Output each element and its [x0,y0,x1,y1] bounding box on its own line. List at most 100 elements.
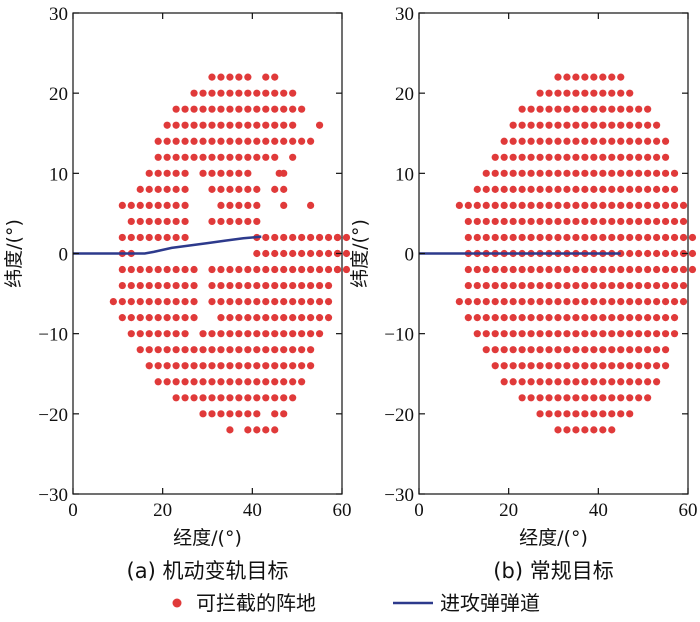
position-point [536,105,544,113]
position-point [289,105,297,113]
position-point [608,346,616,354]
position-point [608,73,616,81]
position-point [226,185,234,193]
position-point [599,137,607,145]
y-tick-label: −10 [38,325,68,346]
position-point [235,73,243,81]
position-point [199,394,207,402]
position-point [235,362,243,370]
position-point [527,153,535,161]
position-point [545,281,553,290]
position-point [626,330,634,338]
x-axis-label: 经度/(°) [519,527,588,549]
position-point [581,281,589,290]
position-point [635,362,643,370]
position-point [271,378,279,386]
position-point [554,346,562,354]
position-point [500,362,508,370]
position-point [217,217,225,226]
position-point [572,233,580,242]
position-point [217,169,225,177]
position-point [163,265,171,274]
position-point [653,281,661,290]
position-point [536,314,544,322]
position-point [599,426,607,434]
position-point [644,185,652,193]
position-point [271,281,279,290]
position-point [324,298,333,306]
position-point [653,137,661,145]
position-point [154,217,162,226]
position-point [608,233,616,242]
position-point [280,185,288,193]
position-point [554,217,562,226]
position-point [154,330,162,338]
position-point [163,314,171,322]
position-point [670,298,679,306]
y-tick-label: −20 [384,405,414,426]
position-point [226,89,234,97]
position-point [509,121,517,129]
position-point [509,330,517,338]
position-point [661,169,670,177]
position-point [136,346,144,354]
position-point [172,281,180,290]
position-point [545,233,553,242]
position-point [545,153,553,161]
position-point [226,330,234,338]
position-point [617,185,625,193]
position-point [199,89,207,97]
position-point [208,73,216,81]
position-point [563,394,571,402]
position-point [500,265,508,274]
position-point [599,185,607,193]
position-point [670,281,679,290]
position-point [181,362,189,370]
position-point [172,153,180,161]
position-point [208,330,216,338]
position-point [464,217,472,226]
y-tick-label: −10 [384,325,414,346]
position-point [608,217,616,226]
position-point [181,153,189,161]
position-point [280,298,288,306]
position-point [527,298,535,306]
position-point [136,185,144,193]
position-point [554,233,562,242]
position-point [136,314,144,322]
position-point [199,378,207,386]
position-point [581,410,589,418]
position-point [644,233,652,242]
position-point [608,201,616,209]
position-point [289,281,297,290]
position-point [208,89,216,97]
position-point [626,298,634,306]
position-point [590,89,598,97]
position-point [244,346,252,354]
position-point [253,137,261,145]
position-point [509,201,517,209]
position-point [661,137,670,145]
position-point [554,137,562,145]
position-point [163,298,171,306]
position-point [653,153,661,161]
position-point [217,378,225,386]
position-point [688,249,697,258]
position-point [563,378,571,386]
position-point [190,281,198,290]
x-tick-label: 20 [499,500,518,521]
position-point [527,265,535,274]
position-point [563,330,571,338]
position-point [163,378,171,386]
position-point [518,298,526,306]
position-point [599,233,607,242]
position-point [181,201,189,209]
position-point [518,362,526,370]
position-point [518,169,526,177]
position-point [581,330,589,338]
position-point [635,394,643,402]
position-point [482,330,490,338]
position-point [208,281,216,290]
position-point [491,298,499,306]
